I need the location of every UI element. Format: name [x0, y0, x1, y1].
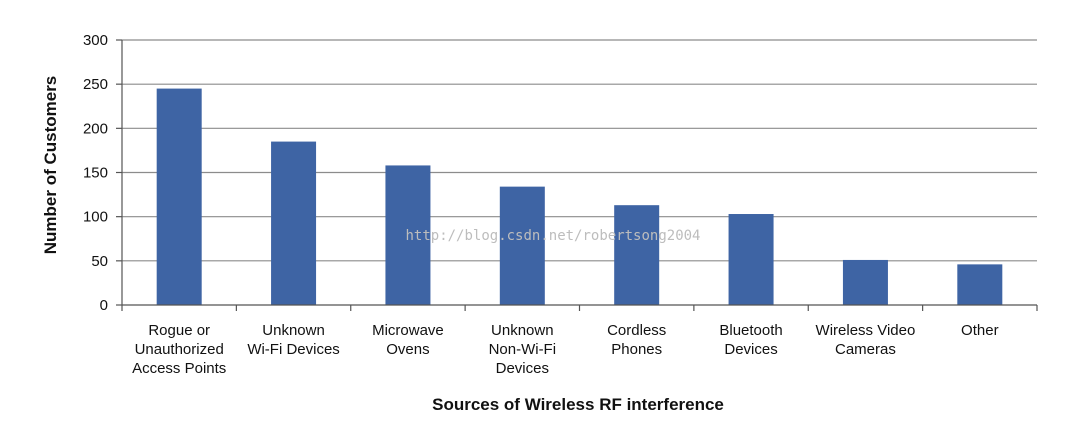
- y-tick-labels: 0 50 100 150 200 250 300: [83, 32, 108, 314]
- bar: [385, 165, 431, 305]
- y-tick-label: 0: [100, 297, 108, 314]
- x-category-label: Wireless Video Cameras: [816, 322, 916, 358]
- x-category-label-line: Devices: [496, 360, 549, 377]
- x-category-label-line: Unknown: [262, 322, 325, 339]
- x-category-label-line: Unauthorized: [135, 341, 224, 358]
- bar: [842, 259, 888, 305]
- x-category-label-line: Access Points: [132, 360, 226, 377]
- x-category-label-line: Rogue or: [148, 322, 210, 339]
- bars: [156, 88, 1003, 305]
- x-category-label-line: Microwave: [372, 322, 444, 339]
- y-axis-title: Number of Customers: [41, 76, 60, 255]
- x-category-label-line: Ovens: [386, 341, 429, 358]
- axes: [116, 39, 1038, 311]
- x-category-label: Unknown Wi-Fi Devices: [247, 322, 340, 358]
- x-category-label-line: Cordless: [607, 322, 666, 339]
- x-category-label-line: Unknown: [491, 322, 554, 339]
- x-category-labels: Rogue or Unauthorized Access Points Unknown…: [132, 322, 998, 377]
- x-category-label: Other: [961, 322, 999, 339]
- y-tick-label: 200: [83, 120, 108, 137]
- y-tick-label: 300: [83, 32, 108, 49]
- x-category-label: Microwave Ovens: [372, 322, 444, 358]
- x-category-label-line: Other: [961, 322, 999, 339]
- bar: [614, 205, 660, 305]
- x-category-label: Rogue or Unauthorized Access Points: [132, 322, 226, 377]
- x-category-label-line: Cameras: [835, 341, 896, 358]
- bar: [156, 88, 202, 305]
- x-category-label-line: Wi-Fi Devices: [247, 341, 340, 358]
- y-tick-label: 100: [83, 209, 108, 226]
- bar: [957, 264, 1003, 305]
- x-category-label: Bluetooth Devices: [719, 322, 782, 358]
- y-tick-label: 150: [83, 165, 108, 182]
- x-category-label-line: Bluetooth: [719, 322, 782, 339]
- y-tick-label: 50: [91, 253, 108, 270]
- x-category-label: Unknown Non-Wi-Fi Devices: [489, 322, 557, 377]
- y-tick-label: 250: [83, 76, 108, 93]
- x-category-label-line: Devices: [724, 341, 777, 358]
- bar: [499, 186, 545, 305]
- bar: [271, 141, 317, 305]
- x-category-label-line: Phones: [611, 341, 662, 358]
- x-category-label-line: Non-Wi-Fi: [489, 341, 557, 358]
- x-category-label-line: Wireless Video: [816, 322, 916, 339]
- bar: [728, 214, 774, 305]
- watermark: http://blog.csdn.net/robertsong2004: [405, 228, 700, 244]
- x-category-label: Cordless Phones: [607, 322, 666, 358]
- x-axis-title: Sources of Wireless RF interference: [432, 395, 724, 414]
